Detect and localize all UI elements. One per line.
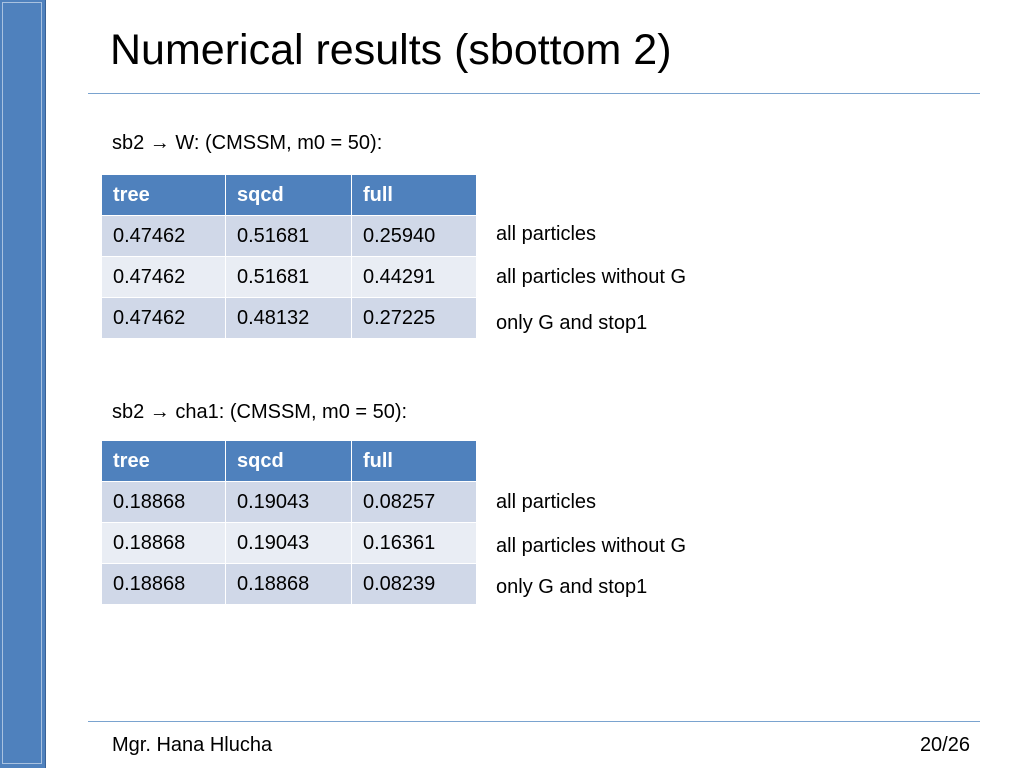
table-caption-cha1: sb2 → cha1: (CMSSM, m0 = 50):: [112, 401, 408, 423]
cell-sqcd: 0.48132: [225, 297, 352, 339]
table-row: 0.18868 0.19043 0.16361: [101, 522, 477, 564]
results-table-w: tree sqcd full 0.47462 0.51681 0.25940 0…: [101, 174, 477, 339]
cell-sqcd: 0.19043: [225, 522, 352, 564]
title-divider: [88, 93, 980, 94]
footer-author: Mgr. Hana Hlucha: [112, 734, 273, 756]
cell-sqcd: 0.51681: [225, 256, 352, 298]
cell-tree: 0.18868: [101, 522, 226, 564]
row-note: only G and stop1: [496, 312, 648, 334]
cell-tree: 0.47462: [101, 297, 226, 339]
row-note: all particles: [496, 491, 597, 513]
row-note: all particles: [496, 223, 597, 245]
table-row: 0.47462 0.48132 0.27225: [101, 297, 477, 339]
table-header-row: tree sqcd full: [101, 174, 477, 216]
row-note: only G and stop1: [496, 576, 648, 598]
cell-full: 0.44291: [351, 256, 477, 298]
footer-divider: [88, 721, 980, 722]
cell-full: 0.08239: [351, 563, 477, 605]
table-row: 0.47462 0.51681 0.44291: [101, 256, 477, 298]
cell-full: 0.27225: [351, 297, 477, 339]
cell-full: 0.08257: [351, 481, 477, 523]
column-header-sqcd: sqcd: [225, 174, 352, 216]
row-note: all particles without G: [496, 535, 687, 557]
table-row: 0.18868 0.19043 0.08257: [101, 481, 477, 523]
column-header-tree: tree: [101, 174, 226, 216]
cell-full: 0.25940: [351, 215, 477, 257]
cell-sqcd: 0.51681: [225, 215, 352, 257]
column-header-tree: tree: [101, 440, 226, 482]
table-row: 0.18868 0.18868 0.08239: [101, 563, 477, 605]
table-caption-w: sb2 → W: (CMSSM, m0 = 50):: [112, 132, 383, 154]
cell-tree: 0.47462: [101, 256, 226, 298]
table-row: 0.47462 0.51681 0.25940: [101, 215, 477, 257]
cell-sqcd: 0.18868: [225, 563, 352, 605]
cell-tree: 0.18868: [101, 563, 226, 605]
page-number: 20/26: [919, 734, 970, 756]
column-header-full: full: [351, 440, 477, 482]
column-header-sqcd: sqcd: [225, 440, 352, 482]
cell-tree: 0.18868: [101, 481, 226, 523]
row-note: all particles without G: [496, 266, 687, 288]
sidebar-accent-bar: [0, 0, 46, 768]
column-header-full: full: [351, 174, 477, 216]
table-header-row: tree sqcd full: [101, 440, 477, 482]
cell-sqcd: 0.19043: [225, 481, 352, 523]
slide-title: Numerical results (sbottom 2): [110, 26, 672, 74]
cell-full: 0.16361: [351, 522, 477, 564]
cell-tree: 0.47462: [101, 215, 226, 257]
sidebar-inner-frame: [2, 2, 42, 764]
results-table-cha1: tree sqcd full 0.18868 0.19043 0.08257 0…: [101, 440, 477, 605]
